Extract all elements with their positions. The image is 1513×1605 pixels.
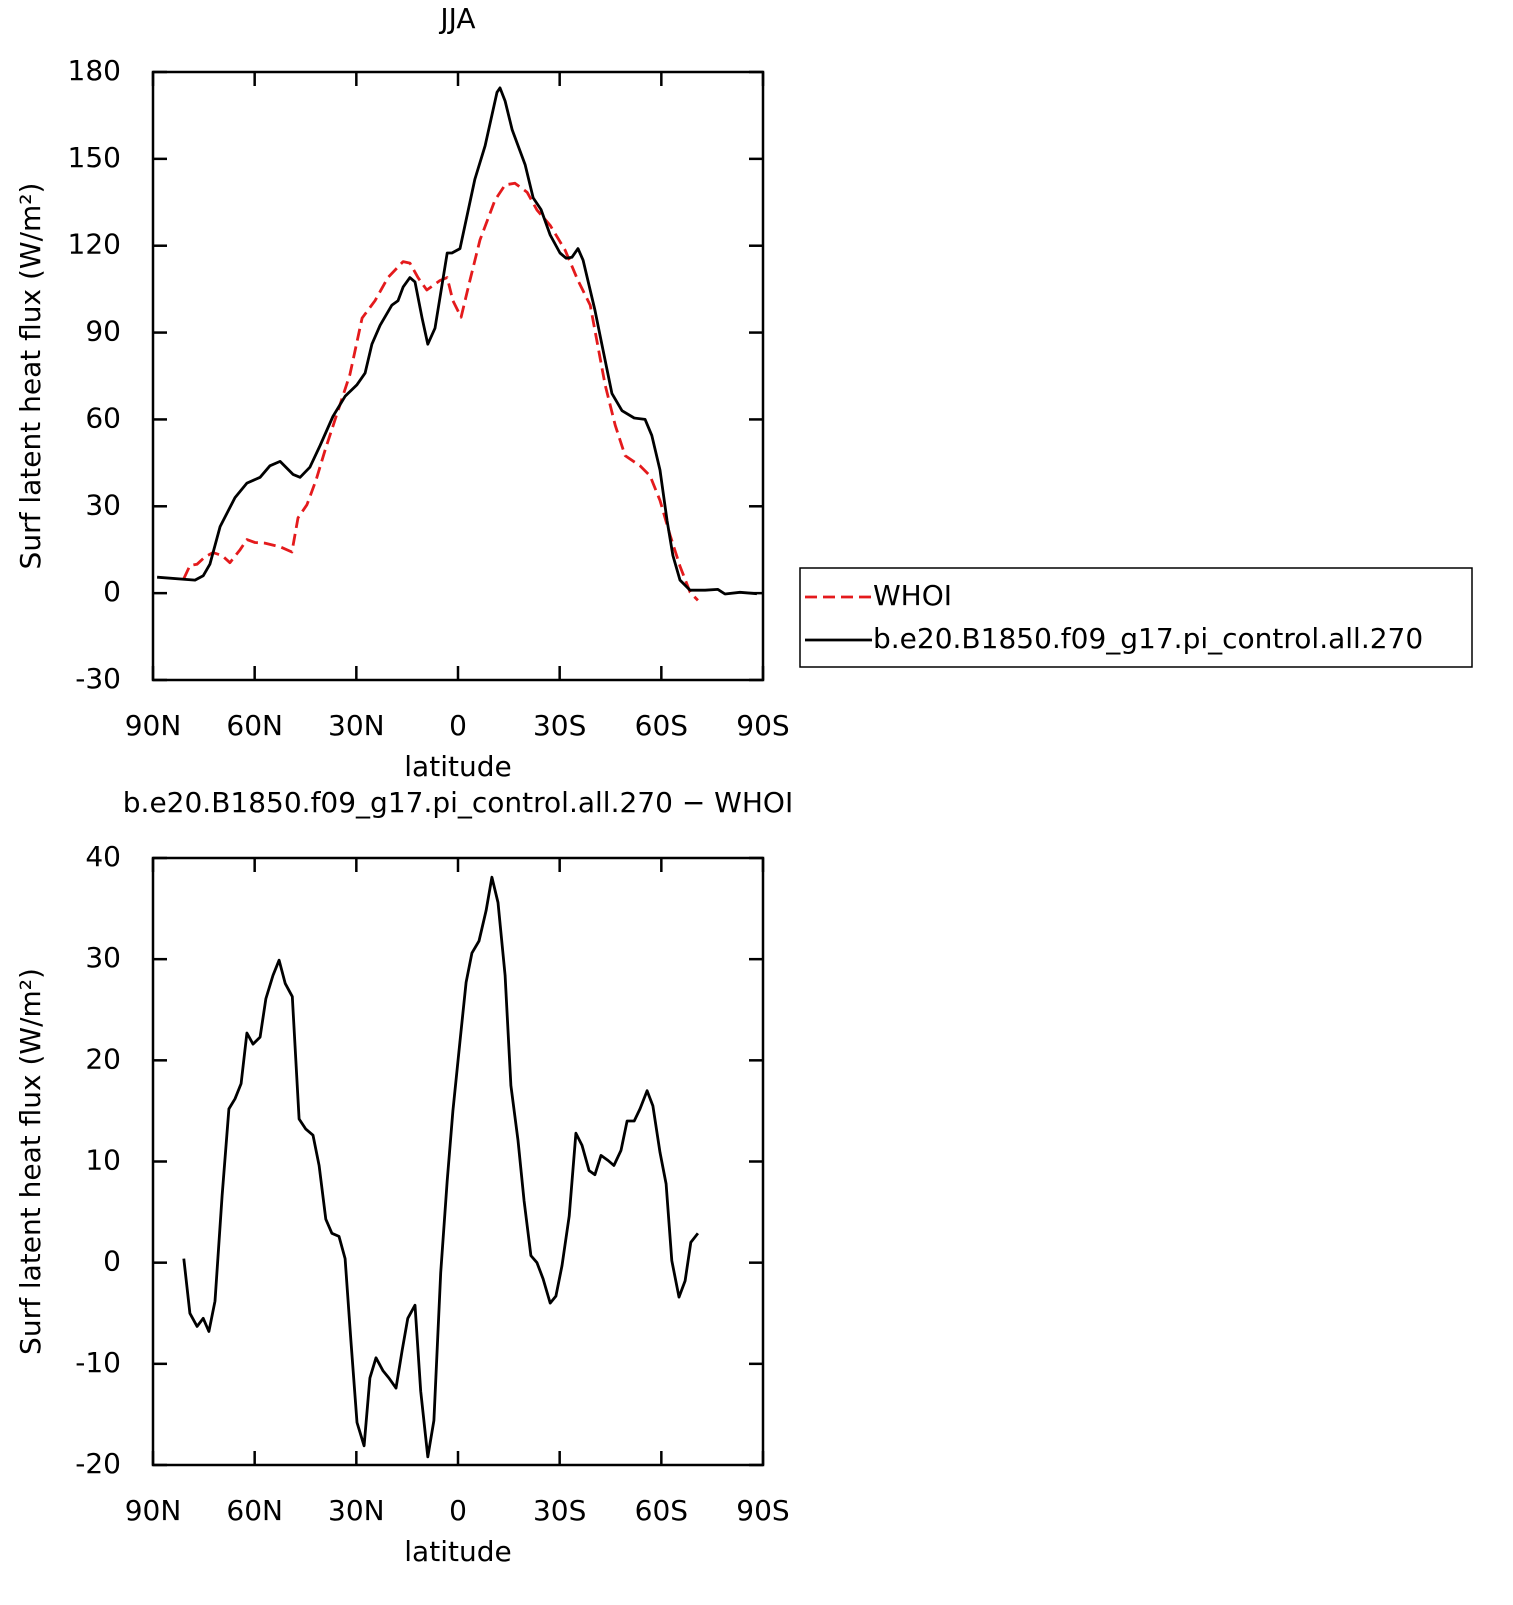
x-tick-label: 60N	[226, 1494, 283, 1527]
chart-title: JJA	[438, 2, 475, 35]
y-tick-label: 60	[85, 401, 121, 434]
x-tick-label: 90N	[125, 709, 182, 742]
y-tick-label: 40	[85, 840, 121, 873]
x-tick-label: 0	[449, 1494, 467, 1527]
y-tick-label: -30	[75, 662, 121, 695]
y-tick-label: -20	[75, 1447, 121, 1480]
legend-box	[799, 567, 1473, 668]
y-tick-label: 20	[85, 1042, 121, 1075]
y-tick-label: 150	[68, 141, 121, 174]
y-tick-label: 30	[85, 488, 121, 521]
plot-frame	[151, 70, 765, 682]
x-tick-label: 30N	[328, 709, 385, 742]
series-line	[156, 86, 758, 596]
x-tick-label: 90S	[736, 1494, 789, 1527]
plot-frame	[151, 856, 765, 1467]
x-tick-label: 30S	[533, 709, 586, 742]
y-tick-label: 180	[68, 54, 121, 87]
x-tick-label: 90N	[125, 1494, 182, 1527]
y-tick-label: 0	[103, 1245, 121, 1278]
y-tick-label: 30	[85, 941, 121, 974]
y-tick-label: 90	[85, 315, 121, 348]
x-tick-label: 60S	[635, 709, 688, 742]
x-tick-label: 90S	[736, 709, 789, 742]
x-tick-label: 30S	[533, 1494, 586, 1527]
y-tick-label: 10	[85, 1144, 121, 1177]
chart-title: b.e20.B1850.f09_g17.pi_control.all.270 −…	[123, 786, 793, 819]
y-axis-label: Surf latent heat flux (W/m²)	[14, 968, 47, 1355]
x-tick-label: 30N	[328, 1494, 385, 1527]
x-tick-label: 60N	[226, 709, 283, 742]
series-line	[182, 181, 699, 602]
x-tick-label: 60S	[635, 1494, 688, 1527]
x-axis-label: latitude	[404, 750, 511, 783]
x-axis-label: latitude	[404, 1535, 511, 1568]
y-axis-label: Surf latent heat flux (W/m²)	[14, 183, 47, 570]
y-tick-label: -10	[75, 1346, 121, 1379]
series-line	[182, 875, 700, 1459]
legend-label: b.e20.B1850.f09_g17.pi_control.all.270	[873, 622, 1423, 655]
y-tick-label: 0	[103, 575, 121, 608]
y-tick-label: 120	[68, 228, 121, 261]
legend-label: WHOI	[873, 579, 952, 612]
x-tick-label: 0	[449, 709, 467, 742]
